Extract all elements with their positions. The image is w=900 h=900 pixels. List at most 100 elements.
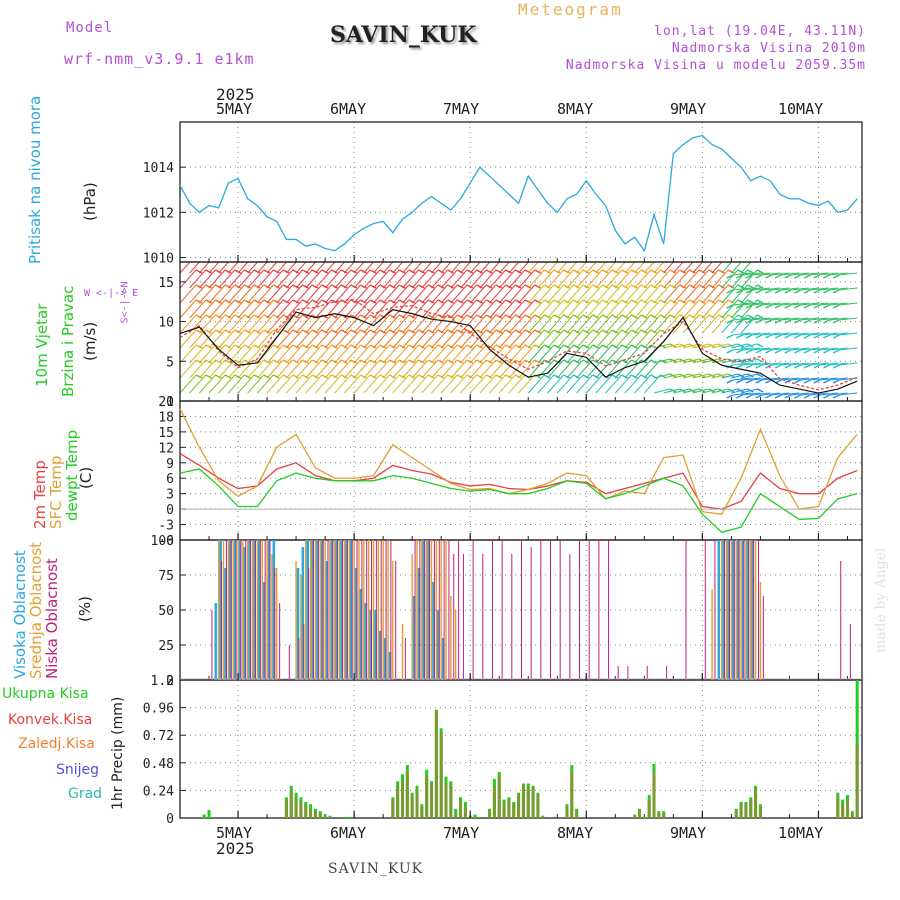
station-title: SAVIN_KUK [330,22,477,48]
wind-barb [752,377,771,381]
wind-barb [829,332,848,336]
cloud-bar-mid [251,540,254,680]
wind-barb-flag [621,284,628,289]
wind-barb [731,299,748,319]
wind-barb-flag [253,329,261,334]
cloud-bar-high [422,540,426,680]
precip-bar-convective [531,788,535,818]
cloud-bar-mid [721,540,723,680]
cloud-bar-low [559,540,561,680]
wind-barb [721,299,739,319]
wind-barb-flag [505,359,512,364]
wind-barb-flag [823,304,830,309]
precip-bar-convective [836,797,840,818]
wind-barb-flag [379,284,387,289]
y-tick-label: -3 [158,519,174,534]
wind-barb-flag [708,299,716,304]
date-label-top-5: 10MAY [778,100,824,118]
wind-barb [431,374,448,394]
wind-barb-flag [302,299,309,304]
wind-barb-flag [486,255,492,258]
meteogram-title: Meteogram [518,0,623,19]
wind-barb-flag [592,284,599,289]
wind-barb [711,314,729,334]
wind-barb-flag [611,374,619,379]
wind-barb-flag [398,314,406,319]
wind-barb [624,329,642,349]
precip-bar-convective [463,806,467,818]
wind-barb [731,284,748,304]
wind-barb-flag [774,364,782,369]
wind-barb [257,262,268,274]
wind-barb-flag [389,344,396,349]
wind-barb [344,344,361,364]
wind-barb [189,269,207,289]
wind-barb [711,299,729,319]
wind-barb [189,344,207,364]
wind-barb [819,272,838,276]
wind-barb [829,302,848,306]
wind-barb-flag [398,299,406,304]
wind-barb [363,314,381,334]
wind-barb [819,287,838,291]
wind-barb [605,329,623,349]
wind-barb [663,358,680,364]
wind-barb-flag [582,269,590,274]
wind-barb [276,344,294,364]
wind-barb-flag [195,344,203,349]
wind-barb [402,359,419,379]
wind-barb-flag [447,269,454,274]
cloud-bar-low [448,540,450,680]
wind-barb [614,299,632,319]
wind-barb [781,332,800,336]
wind-barb [180,359,197,379]
precip-bar-convective [512,804,516,818]
precip-bar-convective [459,801,463,818]
wind-barb [721,343,738,349]
wind-barb [829,392,848,396]
footer-station: SAVIN_KUK [328,861,424,877]
wind-barb-flag [803,394,811,399]
wind-barb [752,347,771,351]
wind-barb-flag [495,359,503,364]
cloud-bar-low [254,540,256,680]
wind-barb-flag [205,314,213,319]
wind-barb-flag [640,269,648,274]
wind-barb-flag [253,374,261,379]
wind-barb [411,262,423,274]
wind-barb [810,317,829,321]
wind-barb [819,377,838,381]
wind-barb-flag [640,329,648,334]
cloud-bar-high [354,568,358,680]
wind-barb [547,314,564,334]
date-label-top-2: 7MAY [443,100,480,118]
wind-barb [508,314,526,334]
wind-barb [489,344,506,364]
wind-barb [315,329,332,349]
wind-barb-flag [755,319,763,324]
wind-barb [624,299,642,319]
wind-barb-flag [418,284,425,289]
wind-barb-flag [718,269,725,274]
wind-barb-flag [611,344,619,349]
wind-barb-flag [803,334,811,339]
wind-barb [810,347,829,351]
wind-barb-flag [534,314,541,319]
wind-barb-flag [708,284,716,289]
wind-barb [752,332,771,336]
wind-barb-flag [418,359,425,364]
wind-barb-flag [224,284,232,289]
wind-barb-flag [755,364,763,369]
wind-barb-flag [292,329,300,334]
wind-barb [740,284,758,304]
wind-barb-flag [302,284,309,289]
wind-barb [353,359,371,379]
wind-barb-flag [495,284,503,289]
wind-barb [682,343,700,349]
date-label-bottom-4: 9MAY [670,824,707,842]
cloud-bar-mid [401,624,404,680]
wind-barb-flag [379,269,387,274]
wind-barb [334,344,352,364]
wind-barb-flag [765,289,772,294]
wind-barb-flag [244,344,251,349]
